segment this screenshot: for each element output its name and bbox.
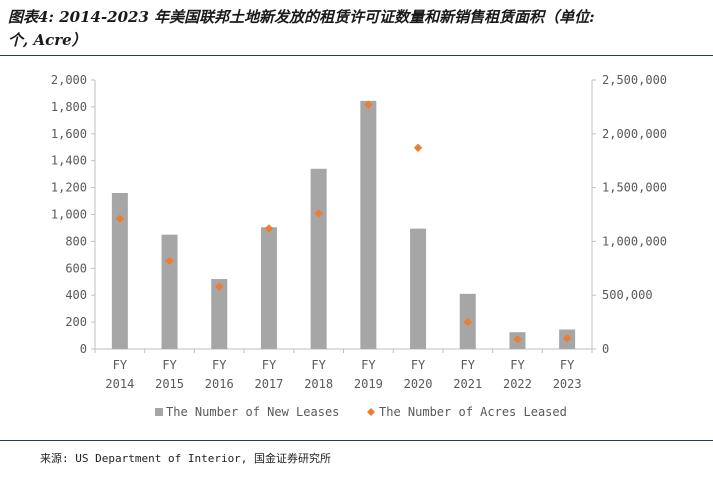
chart-axes — [91, 79, 596, 353]
x-axis-tick-label: 2020 — [404, 377, 433, 391]
x-axis-tick-label: 2014 — [105, 377, 134, 391]
bar — [260, 227, 277, 349]
scatter-point — [562, 334, 572, 343]
x-axis-tick-label: 2016 — [205, 377, 234, 391]
x-axis-tick-label: FY — [212, 358, 227, 372]
x-axis-tick-label: FY — [113, 358, 128, 372]
left-axis-tick-label: 1,000 — [51, 208, 87, 222]
tick-labels: 0 200 400 600 800 1,000 1,200 1,400 1,600 1,800 2,… — [51, 73, 667, 391]
scatter-point — [463, 317, 472, 327]
bar — [360, 100, 377, 349]
left-axis-tick-label: 0 — [80, 342, 87, 356]
left-axis-tick-label: 600 — [65, 261, 87, 275]
bar — [410, 228, 427, 349]
x-axis-tick-label: FY — [162, 358, 177, 372]
right-axis-tick-label: 500,000 — [602, 288, 653, 302]
x-axis-tick-label: 2022 — [503, 377, 532, 391]
left-axis-tick-label: 200 — [65, 315, 87, 329]
left-axis-tick-label: 1,800 — [51, 100, 87, 114]
left-axis-tick-label: 2,000 — [51, 73, 87, 87]
left-axis-tick-label: 800 — [65, 234, 87, 248]
x-axis-tick-label: 2017 — [254, 377, 283, 391]
x-axis-tick-label: FY — [361, 358, 376, 372]
right-axis-tick-label: 1,500,000 — [602, 181, 667, 195]
bar — [161, 234, 178, 349]
left-axis-tick-label: 1,400 — [51, 154, 87, 168]
right-axis-tick-label: 0 — [602, 342, 609, 356]
right-axis-tick-label: 1,000,000 — [602, 234, 667, 248]
legend-swatch-bars — [155, 408, 163, 416]
legend-label-bars: The Number of New Leases — [166, 405, 339, 419]
x-axis-tick-label: 2021 — [453, 377, 482, 391]
scatter-point — [264, 224, 274, 233]
x-axis-tick-label: FY — [560, 358, 575, 372]
x-axis-tick-label: FY — [461, 358, 476, 372]
scatter-series — [115, 100, 572, 344]
left-axis-tick-label: 400 — [65, 288, 87, 302]
x-axis-tick-label: 2023 — [553, 377, 582, 391]
x-axis-tick-label: FY — [510, 358, 525, 372]
left-axis-tick-label: 1,600 — [51, 127, 87, 141]
source-note: 来源: US Department of Interior, 国金证券研究所 — [40, 452, 332, 465]
bottom-divider — [0, 440, 713, 441]
bar — [310, 168, 327, 349]
right-axis-tick-label: 2,000,000 — [602, 127, 667, 141]
scatter-point — [215, 282, 224, 291]
x-axis-tick-label: 2019 — [354, 377, 383, 391]
scatter-point — [413, 143, 423, 152]
bar — [111, 192, 128, 349]
chart-legend: The Number of New Leases The Number of Ac… — [155, 405, 567, 419]
bar-series — [111, 100, 576, 349]
combo-chart: 0 200 400 600 800 1,000 1,200 1,400 1,600 1,800 2,… — [51, 73, 667, 419]
x-axis-tick-label: 2018 — [304, 377, 333, 391]
chart-title: 图表4: 2014-2023 年美国联邦土地新发放的租赁许可证数量和新销售租赁面… — [8, 6, 708, 52]
scatter-point — [165, 256, 174, 265]
chart-title-line-1: 图表4: 2014-2023 年美国联邦土地新发放的租赁许可证数量和新销售租赁面… — [8, 8, 595, 26]
scatter-point — [115, 214, 125, 224]
right-axis-tick-label: 2,500,000 — [602, 73, 667, 87]
top-divider — [0, 55, 713, 56]
scatter-point — [513, 335, 522, 344]
x-axis-tick-label: 2015 — [155, 377, 184, 391]
legend-label-points: The Number of Acres Leased — [379, 405, 567, 419]
x-axis-tick-label: FY — [262, 358, 277, 372]
legend-swatch-points — [367, 408, 375, 416]
x-axis-tick-label: FY — [311, 358, 326, 372]
scatter-point — [314, 209, 323, 218]
chart-title-line-2: 个, Acre） — [8, 31, 87, 49]
x-axis-tick-label: FY — [411, 358, 426, 372]
bar — [211, 279, 228, 349]
scatter-point — [364, 100, 373, 109]
left-axis-tick-label: 1,200 — [51, 181, 87, 195]
